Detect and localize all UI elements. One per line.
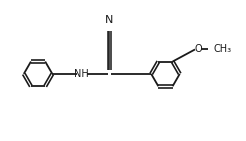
Text: NH: NH: [74, 69, 89, 79]
Text: N: N: [105, 15, 114, 25]
Text: O: O: [195, 44, 202, 54]
Text: CH₃: CH₃: [213, 44, 231, 54]
